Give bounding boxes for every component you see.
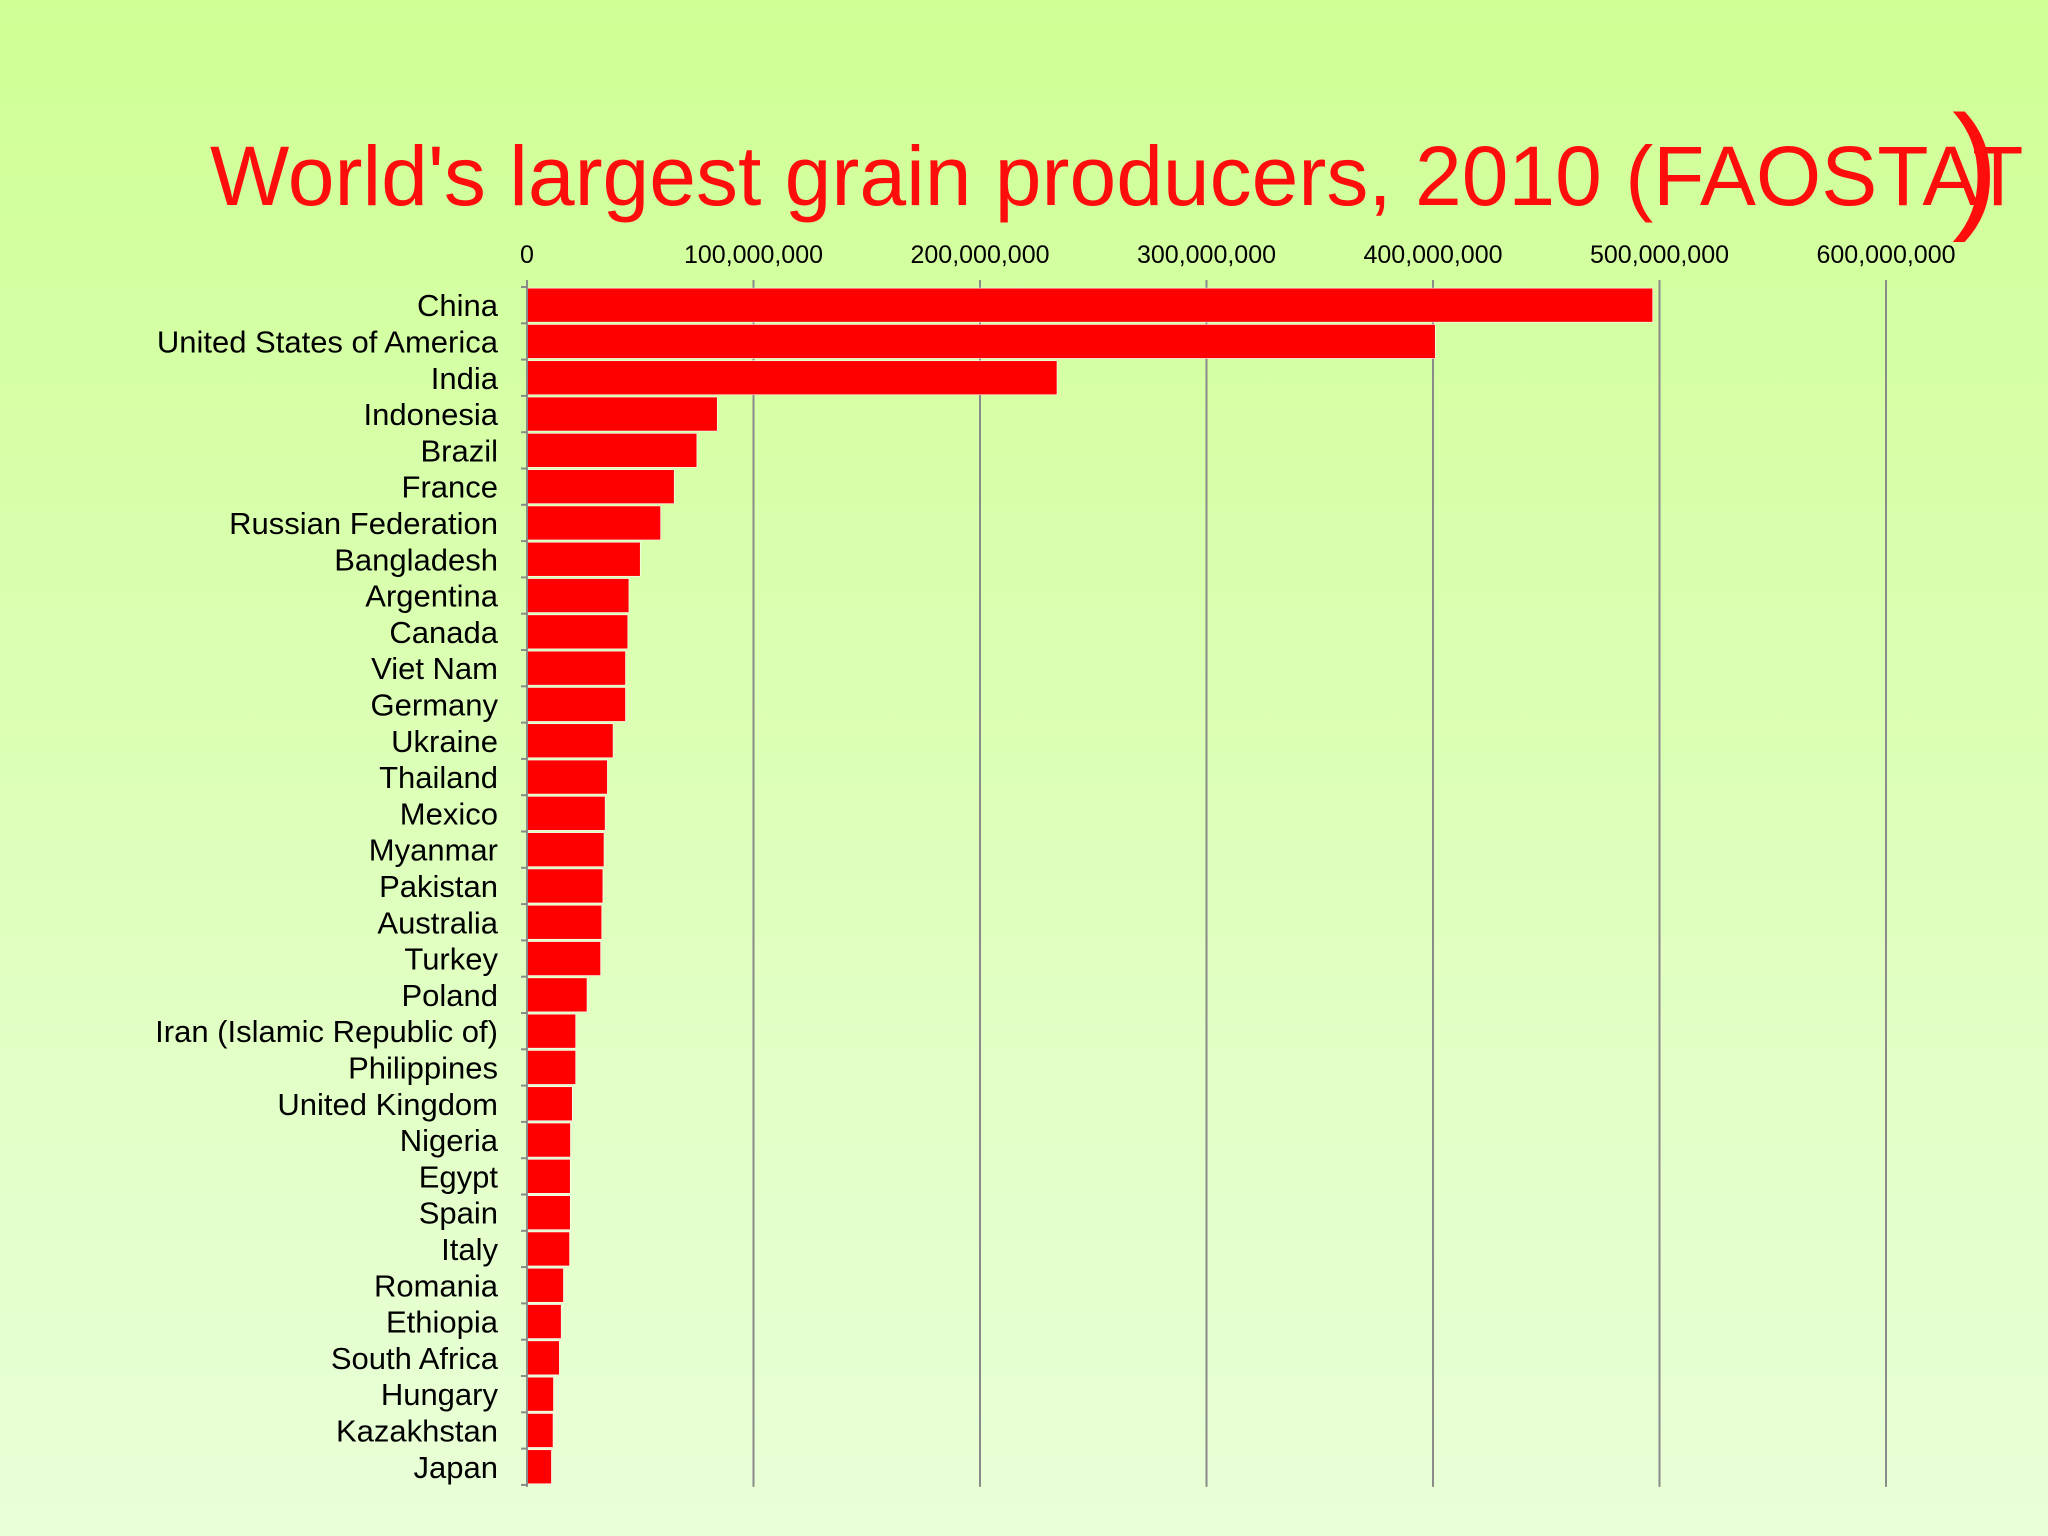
- bar: [526, 360, 1058, 396]
- bar: [526, 324, 1436, 359]
- category-label: United States of America: [157, 324, 499, 359]
- grid-lines: [752, 280, 1887, 1487]
- bar: [526, 505, 661, 541]
- category-label: Turkey: [404, 942, 498, 977]
- chart-title: World's largest grain producers, 2010 (F…: [210, 129, 2024, 223]
- x-tick-label: 0: [520, 241, 534, 269]
- bar: [526, 1122, 571, 1158]
- bar: [526, 796, 606, 831]
- bar: [526, 832, 605, 867]
- bar: [526, 977, 588, 1013]
- bar: [526, 1013, 576, 1049]
- bars: [526, 287, 1654, 1485]
- bar: [526, 1413, 554, 1448]
- category-label: Myanmar: [369, 833, 498, 868]
- category-label: Australia: [377, 905, 498, 940]
- category-label: Indonesia: [364, 397, 499, 432]
- x-tick-label: 600,000,000: [1816, 241, 1955, 269]
- category-label: France: [402, 470, 498, 505]
- category-label: Pakistan: [379, 869, 498, 904]
- bar: [526, 759, 608, 795]
- category-label: India: [431, 361, 499, 396]
- category-label: Argentina: [365, 579, 498, 614]
- category-label: Iran (Islamic Republic of): [155, 1014, 498, 1049]
- x-tick-label: 500,000,000: [1590, 241, 1729, 269]
- category-label: Mexico: [400, 796, 498, 831]
- category-label: Romania: [374, 1268, 499, 1303]
- bar: [526, 1304, 562, 1339]
- category-label: Poland: [401, 978, 498, 1013]
- x-tick-label: 400,000,000: [1363, 241, 1502, 269]
- bar: [526, 1086, 573, 1122]
- x-tick-label: 100,000,000: [684, 241, 823, 269]
- category-label: China: [417, 288, 499, 323]
- category-label: Hungary: [381, 1377, 499, 1412]
- bar: [526, 1267, 564, 1303]
- bar: [526, 1231, 570, 1267]
- bar: [526, 868, 604, 904]
- category-label: Russian Federation: [229, 506, 498, 541]
- bar: [526, 687, 626, 722]
- bar: [526, 1449, 552, 1485]
- category-label: United Kingdom: [277, 1087, 498, 1122]
- x-axis-tick-labels: 0 100,000,000 200,000,000 300,000,000 400,00…: [520, 241, 1955, 269]
- category-label: Ukraine: [391, 724, 498, 759]
- category-label: Spain: [419, 1196, 498, 1231]
- bar: [526, 578, 630, 613]
- category-label: Viet Nam: [371, 651, 498, 686]
- bar: [526, 1195, 571, 1230]
- category-label: Bangladesh: [334, 542, 498, 577]
- bar: [526, 723, 614, 759]
- category-label: Egypt: [419, 1159, 499, 1194]
- category-label: Canada: [389, 615, 498, 650]
- x-tick-label: 300,000,000: [1137, 241, 1276, 269]
- bar: [526, 396, 718, 432]
- bar: [526, 941, 601, 976]
- category-label: Philippines: [348, 1050, 498, 1085]
- bar: [526, 904, 603, 940]
- bar: [526, 541, 641, 577]
- bar: [526, 1159, 571, 1194]
- category-label: Nigeria: [400, 1123, 499, 1158]
- category-label: Germany: [371, 687, 499, 722]
- bar: [526, 469, 675, 504]
- bar: [526, 650, 626, 686]
- chart-title-paren: ): [1952, 86, 1999, 243]
- category-label: Kazakhstan: [336, 1413, 498, 1448]
- category-label: Thailand: [379, 760, 498, 795]
- x-tick-label: 200,000,000: [910, 241, 1049, 269]
- category-label: Brazil: [420, 433, 498, 468]
- bar: [526, 1376, 554, 1412]
- bar: [526, 287, 1654, 323]
- bar: [526, 614, 629, 650]
- category-axis: [521, 280, 528, 1487]
- category-label: Italy: [441, 1232, 498, 1267]
- bar: [526, 1340, 560, 1376]
- bar: [526, 1050, 576, 1085]
- bar: [526, 433, 698, 468]
- category-label: Japan: [414, 1450, 498, 1485]
- category-label: Ethiopia: [386, 1305, 499, 1340]
- category-label: South Africa: [331, 1341, 499, 1376]
